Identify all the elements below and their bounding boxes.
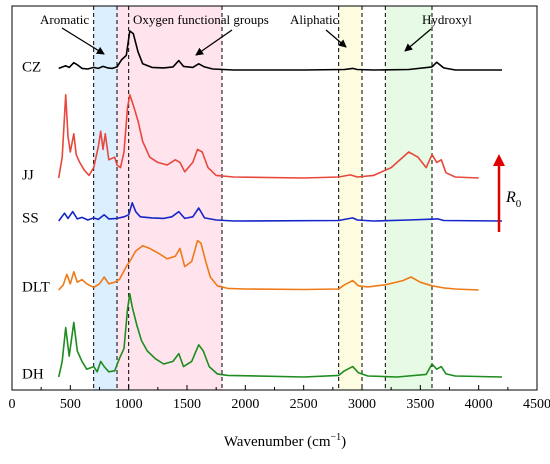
series-label-dlt: DLT <box>22 279 50 295</box>
x-tick-label-4500: 4500 <box>523 397 550 412</box>
x-tick-label-3000: 3000 <box>348 397 376 412</box>
x-tick-label-3500: 3500 <box>406 397 434 412</box>
x-axis: 0 500 1000 1500 2000 2500 3000 3500 4000 4500 <box>9 385 550 412</box>
band-layer <box>94 6 432 390</box>
series-label-dh: DH <box>22 366 44 382</box>
x-tick-label-4000: 4000 <box>465 397 493 412</box>
plot-frame <box>12 6 537 390</box>
x-tick-label-1000: 1000 <box>115 397 143 412</box>
series-label-jj: JJ <box>22 167 34 183</box>
series-label-layer: CZ JJ SS DLT DH <box>22 59 50 382</box>
series-label-cz: CZ <box>22 59 41 75</box>
band-oxygen-functional-groups <box>117 6 222 390</box>
x-tick-label-500: 500 <box>60 397 81 412</box>
x-tick-label-1500: 1500 <box>173 397 201 412</box>
x-tick-label-0: 0 <box>9 397 16 412</box>
x-tick-label-2500: 2500 <box>290 397 318 412</box>
x-axis-title: Wavenumber (cm−1) <box>224 432 346 450</box>
annotation-aliphatic: Aliphatic <box>290 12 339 27</box>
r0-label: R0 <box>505 189 522 210</box>
band-aromatic <box>94 6 117 390</box>
r0-arrow-head <box>493 154 505 166</box>
x-tick-label-2000: 2000 <box>231 397 259 412</box>
series-label-ss: SS <box>22 210 39 226</box>
annotation-hydroxyl: Hydroxyl <box>422 12 472 27</box>
annotation-oxygen-functional-groups: Oxygen functional groups <box>133 12 269 27</box>
band-aliphatic <box>339 6 362 390</box>
annotation-aromatic: Aromatic <box>40 12 89 27</box>
band-hydroxyl <box>385 6 432 390</box>
